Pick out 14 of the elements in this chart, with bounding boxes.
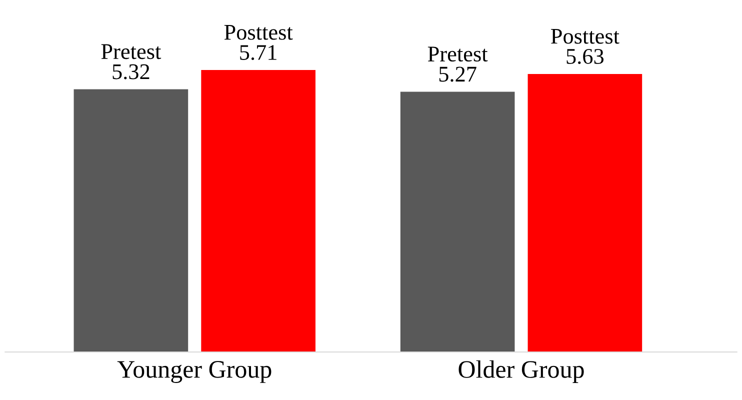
series-label: Posttest xyxy=(224,25,293,40)
bar xyxy=(400,92,515,352)
x-tick-label: Older Group xyxy=(458,360,584,384)
series-label: Pretest xyxy=(101,44,162,60)
bar xyxy=(528,74,642,352)
text: Pretest xyxy=(428,46,488,62)
x-tick-label: Younger Group xyxy=(117,361,272,384)
text: Posttest xyxy=(550,28,620,44)
bar xyxy=(74,89,188,352)
data-label: 5.63 xyxy=(566,48,604,64)
data-label: 5.32 xyxy=(112,64,150,80)
data-label: 5.27 xyxy=(439,66,476,82)
data-label: 5.71 xyxy=(240,45,276,60)
bar xyxy=(201,70,316,352)
